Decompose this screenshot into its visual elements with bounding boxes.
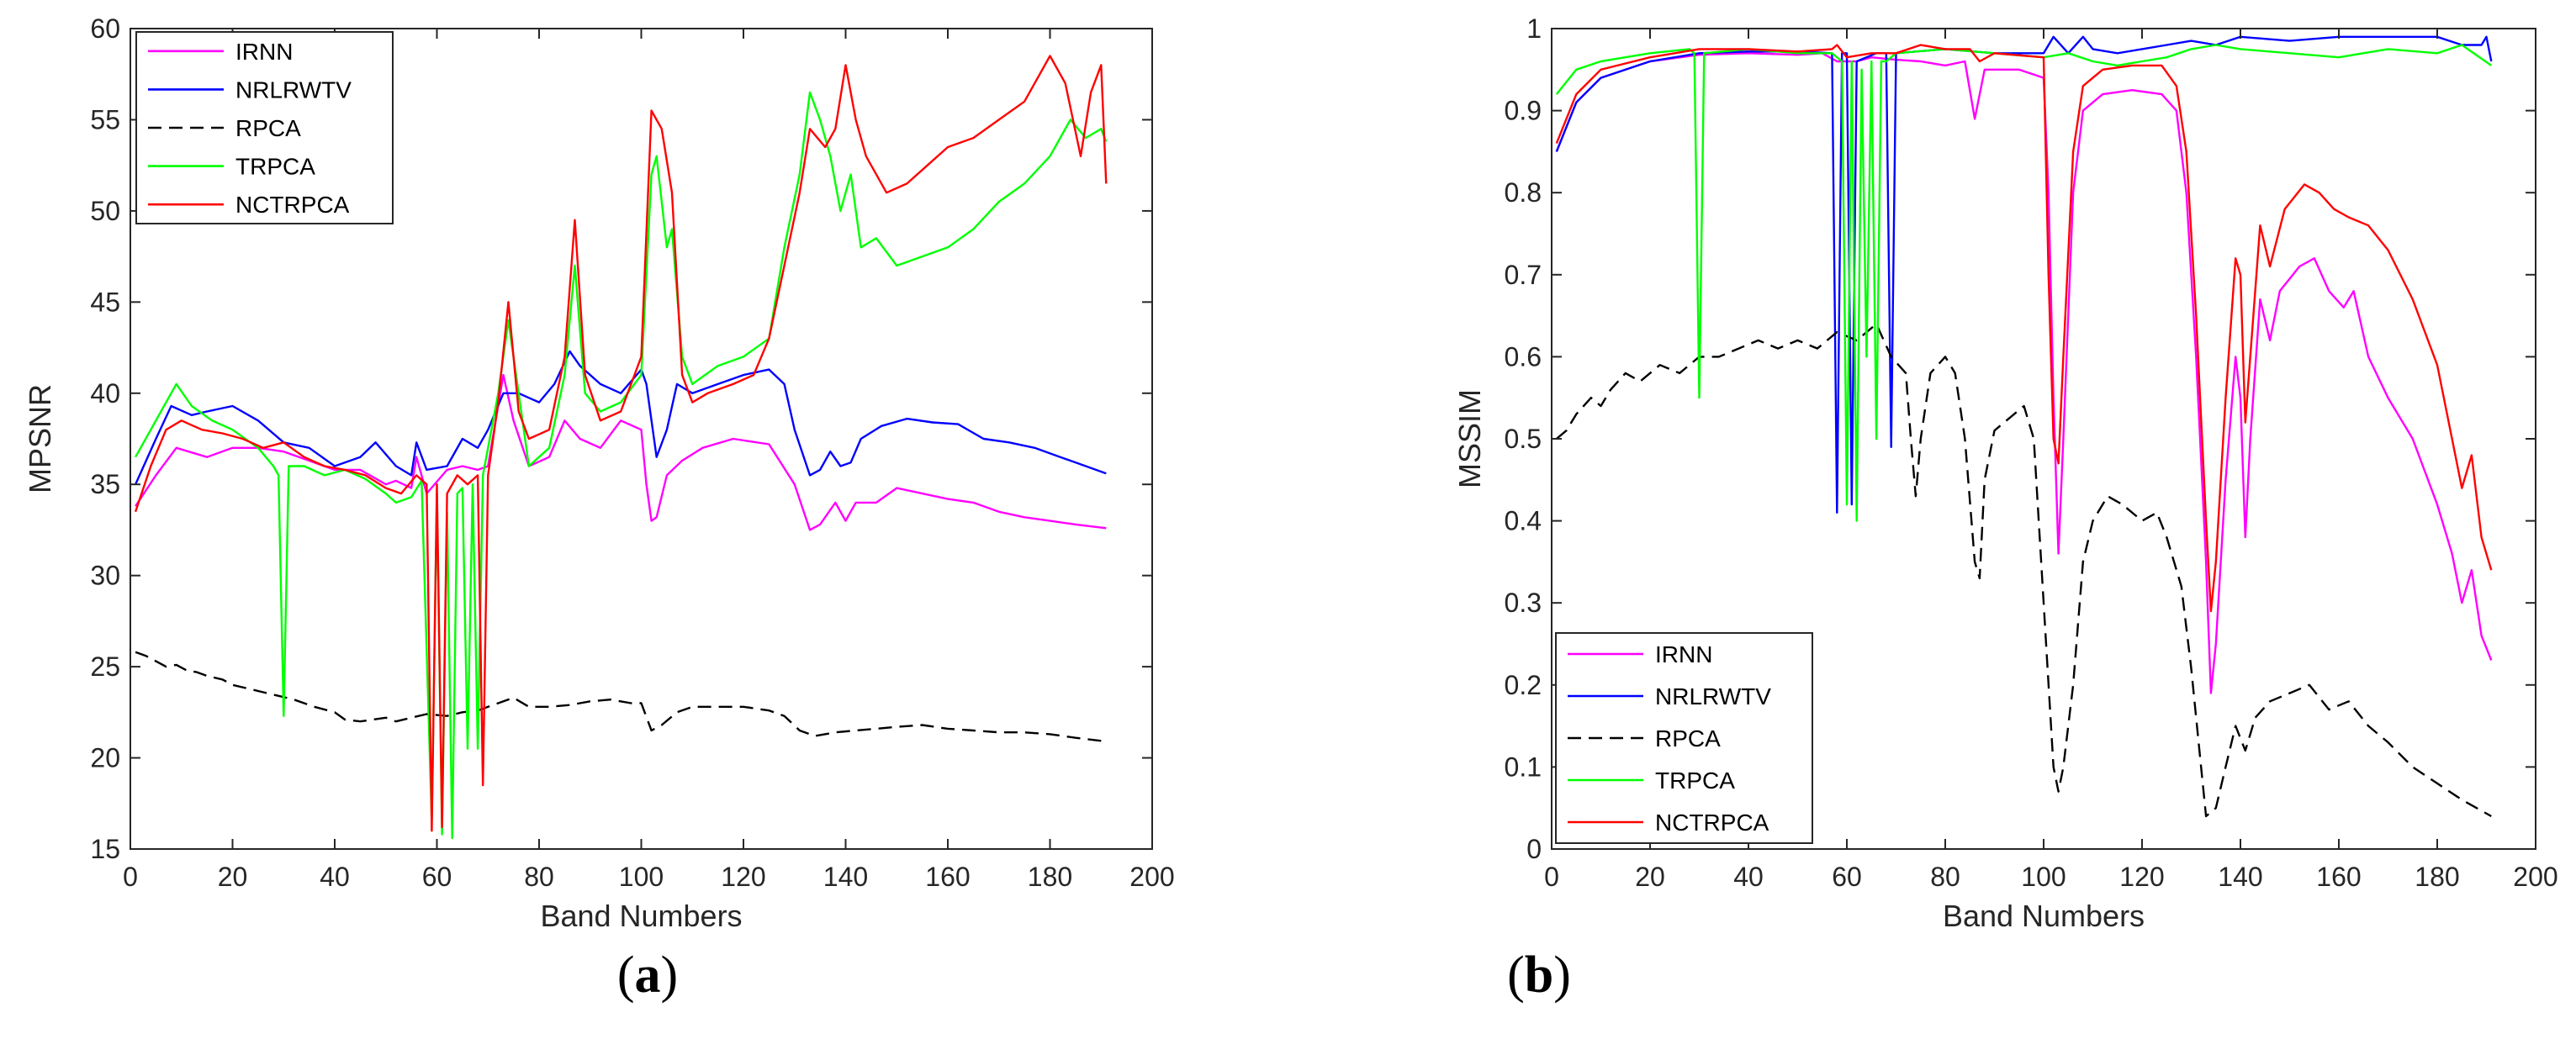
legend: IRNN NRLRWTV RPCA TRPCA NCTRPCA (1555, 632, 1813, 844)
x-tick-label: 200 (2513, 862, 2557, 892)
series-line-rpca (135, 651, 1107, 743)
panel-label: (a) (617, 947, 678, 1004)
series-line-rpca (1556, 323, 2492, 818)
y-tick-label: 55 (90, 104, 120, 134)
x-tick-label: 40 (1733, 862, 1764, 892)
legend-label-trpca: TRPCA (1655, 767, 1735, 794)
y-axis-title: MPSNR (23, 384, 57, 493)
x-tick-label: 100 (619, 862, 664, 892)
panel-label-letter: a (635, 947, 661, 1004)
panel-label: (b) (1507, 947, 1571, 1004)
series-line-nctrpca (1555, 44, 2493, 613)
y-tick-label: 25 (90, 651, 120, 682)
x-tick-label: 20 (218, 862, 248, 892)
series-line-trpca (135, 91, 1108, 840)
y-tick-label: 0.2 (1505, 670, 1542, 700)
y-tick-label: 0.6 (1505, 341, 1542, 372)
y-tick-label: 35 (90, 469, 120, 499)
panel-label-close: ) (661, 947, 679, 1004)
chart-panel-b: 0 20 40 60 80 100 120 140 160 180 200 0 0.1 0.2 0.3 0.4… (1452, 13, 2558, 1004)
series-group (134, 55, 1108, 840)
x-tick-label: 0 (1544, 862, 1559, 892)
legend-label-nrlrwtv: NRLRWTV (1655, 683, 1771, 709)
x-tick-label: 140 (2218, 862, 2262, 892)
series-line-nrlrwtv (135, 350, 1107, 485)
y-tick-label: 0.1 (1505, 752, 1542, 782)
x-axis-title: Band Numbers (1943, 899, 2145, 933)
panel-label-open: ( (1507, 947, 1525, 1004)
legend-label-irnn: IRNN (1655, 641, 1712, 667)
y-axis-title: MSSIM (1452, 389, 1487, 488)
y-tick-label: 45 (90, 287, 120, 317)
series-group (1555, 35, 2493, 818)
legend-label-irnn: IRNN (235, 39, 293, 65)
legend-label-rpca: RPCA (1655, 725, 1721, 752)
y-tick-label: 40 (90, 378, 120, 409)
y-tick-label: 15 (90, 834, 120, 864)
y-tick-label: 30 (90, 561, 120, 591)
x-tick-label: 0 (123, 862, 138, 892)
y-tick-label: 0.9 (1505, 96, 1542, 126)
legend-label-nctrpca: NCTRPCA (235, 192, 350, 218)
x-tick-label: 80 (1930, 862, 1960, 892)
x-tick-label: 120 (721, 862, 765, 892)
panel-label-open: ( (617, 947, 635, 1004)
x-tick-label: 180 (1028, 862, 1072, 892)
legend-label-nrlrwtv: NRLRWTV (235, 76, 352, 103)
x-tick-label: 120 (2119, 862, 2164, 892)
x-tick-label: 20 (1635, 862, 1665, 892)
y-tick-label: 0.8 (1505, 177, 1542, 208)
x-tick-label: 140 (823, 862, 868, 892)
x-tick-label: 160 (925, 862, 970, 892)
legend-label-nctrpca: NCTRPCA (1655, 810, 1769, 836)
chart-panel-a: 0 20 40 60 80 100 120 140 160 180 200 15 20 25 30 35 40 4… (23, 13, 1175, 1004)
y-tick-label: 0 (1526, 834, 1542, 864)
x-tick-label: 80 (524, 862, 554, 892)
y-tick-label: 0.5 (1505, 424, 1542, 454)
series-line-nctrpca (134, 55, 1108, 832)
y-tick-label: 0.3 (1505, 588, 1542, 618)
x-tick-label: 60 (422, 862, 452, 892)
y-tick-label: 60 (90, 13, 120, 44)
panel-label-letter: b (1525, 947, 1553, 1004)
x-tick-label: 180 (2415, 862, 2459, 892)
y-tick-label: 1 (1526, 13, 1542, 44)
y-tick-label: 50 (90, 196, 120, 226)
x-tick-label: 160 (2316, 862, 2361, 892)
legend-label-trpca: TRPCA (235, 154, 315, 180)
x-tick-label: 60 (1832, 862, 1862, 892)
x-axis-title: Band Numbers (540, 899, 742, 933)
x-tick-label: 200 (1129, 862, 1174, 892)
legend-label-rpca: RPCA (235, 115, 301, 141)
y-tick-label: 20 (90, 743, 120, 773)
y-tick-label: 0.4 (1505, 506, 1542, 536)
panel-label-close: ) (1553, 947, 1571, 1004)
series-line-trpca (1555, 44, 2492, 522)
x-tick-label: 40 (320, 862, 350, 892)
legend: IRNN NRLRWTV RPCA TRPCA NCTRPCA (135, 31, 394, 224)
x-tick-label: 100 (2021, 862, 2066, 892)
y-tick-label: 0.7 (1505, 260, 1542, 290)
